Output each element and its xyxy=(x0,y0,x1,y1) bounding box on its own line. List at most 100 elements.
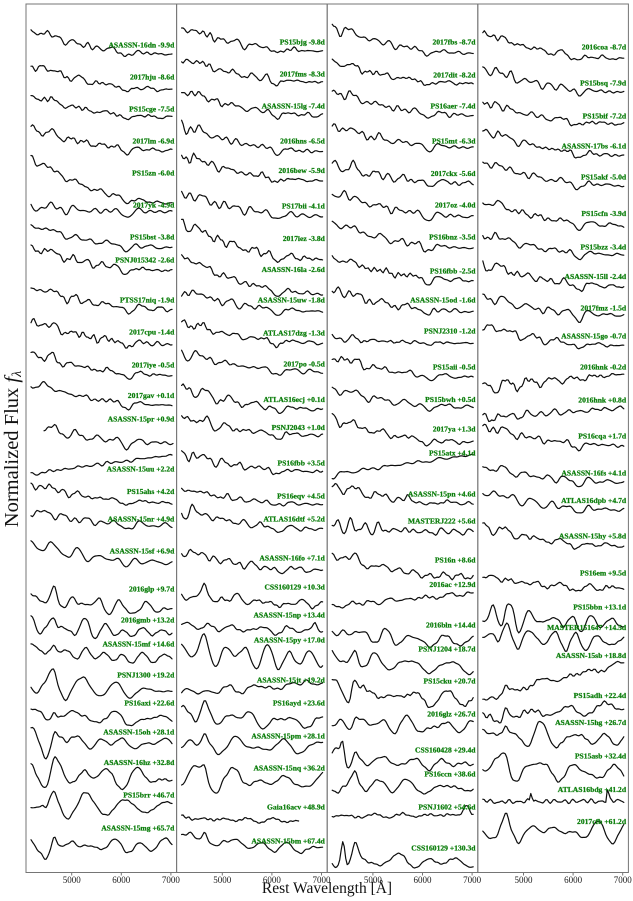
svg-text:PS15atx +4.1d: PS15atx +4.1d xyxy=(429,448,476,457)
svg-text:2017fbs -8.7d: 2017fbs -8.7d xyxy=(432,38,476,47)
svg-text:2016glp +9.7d: 2016glp +9.7d xyxy=(129,585,175,594)
svg-text:PS16ccn +38.6d: PS16ccn +38.6d xyxy=(424,770,476,779)
svg-text:ASASSN-15jt +19.2d: ASASSN-15jt +19.2d xyxy=(257,676,326,685)
svg-text:PS17bii -4.1d: PS17bii -4.1d xyxy=(282,202,326,211)
svg-text:ASASSN-15sf +6.9d: ASASSN-15sf +6.9d xyxy=(110,546,175,555)
svg-text:PS16eqv +4.5d: PS16eqv +4.5d xyxy=(277,492,326,501)
svg-text:PS16fbb -2.5d: PS16fbb -2.5d xyxy=(430,267,476,276)
svg-text:PS16ayd +23.6d: PS16ayd +23.6d xyxy=(273,698,326,707)
svg-text:7000: 7000 xyxy=(614,875,633,885)
svg-text:PS16aer -7.4d: PS16aer -7.4d xyxy=(431,102,477,111)
svg-text:ASASSN-15pn +4.6d: ASASSN-15pn +4.6d xyxy=(408,489,476,498)
svg-text:2017cfb +61.2d: 2017cfb +61.2d xyxy=(577,817,627,826)
svg-text:PS15bbn +13.1d: PS15bbn +13.1d xyxy=(573,603,627,612)
svg-text:2017oz -4.0d: 2017oz -4.0d xyxy=(435,201,476,210)
svg-text:ASASSN-15hy +5.8d: ASASSN-15hy +5.8d xyxy=(559,532,627,541)
svg-text:ASASSN-15sb +18.8d: ASASSN-15sb +18.8d xyxy=(556,651,627,660)
svg-text:PS15akf -5.0d: PS15akf -5.0d xyxy=(581,173,627,182)
svg-text:2016hnk +0.8d: 2016hnk +0.8d xyxy=(578,396,627,405)
svg-text:ASASSN-15oh +28.1d: ASASSN-15oh +28.1d xyxy=(103,728,175,737)
svg-text:PTSS17niq -1.9d: PTSS17niq -1.9d xyxy=(120,296,175,305)
svg-text:2017fmz -1.5d: 2017fmz -1.5d xyxy=(581,304,627,313)
svg-text:PSNJ1204 +18.7d: PSNJ1204 +18.7d xyxy=(418,645,476,654)
svg-text:2017yk -4.9d: 2017yk -4.9d xyxy=(133,201,175,210)
svg-text:2017lm -6.9d: 2017lm -6.9d xyxy=(133,137,176,146)
svg-text:ASASSN-16fo +7.1d: ASASSN-16fo +7.1d xyxy=(259,554,325,563)
svg-text:MASTER151647 +14.5d: MASTER151647 +14.5d xyxy=(547,623,627,632)
svg-text:PS16em +9.5d: PS16em +9.5d xyxy=(580,569,627,578)
svg-text:PS15bwh +0.5d: PS15bwh +0.5d xyxy=(425,395,476,404)
svg-text:ASASSN-15ll -2.4d: ASASSN-15ll -2.4d xyxy=(564,272,626,281)
svg-text:PS15bsq -7.9d: PS15bsq -7.9d xyxy=(580,78,627,87)
svg-text:PSNJ2043 +1.0d: PSNJ2043 +1.0d xyxy=(272,423,326,432)
svg-text:ATLAS16bdg +41.2d: ATLAS16bdg +41.2d xyxy=(558,785,627,794)
svg-text:PSNJ1602 +54.6d: PSNJ1602 +54.6d xyxy=(418,803,476,812)
svg-text:PS15bst -3.8d: PS15bst -3.8d xyxy=(130,233,175,242)
svg-text:PS16fbb +3.5d: PS16fbb +3.5d xyxy=(278,459,326,468)
svg-text:6000: 6000 xyxy=(263,875,282,885)
svg-text:2017hju -8.6d: 2017hju -8.6d xyxy=(130,73,175,82)
svg-text:ASASSN-15lg -7.4d: ASASSN-15lg -7.4d xyxy=(262,102,326,111)
svg-text:ASASSN-15nq +36.2d: ASASSN-15nq +36.2d xyxy=(253,763,325,772)
svg-text:ASASSN-15py +17.0d: ASASSN-15py +17.0d xyxy=(254,636,326,645)
svg-text:7000: 7000 xyxy=(162,875,181,885)
svg-text:2017iye -0.5d: 2017iye -0.5d xyxy=(132,361,175,370)
svg-text:2017fms -8.3d: 2017fms -8.3d xyxy=(280,70,326,79)
svg-text:6000: 6000 xyxy=(564,875,583,885)
svg-text:PSNJ015342 -2.6d: PSNJ015342 -2.6d xyxy=(115,256,175,265)
svg-text:5000: 5000 xyxy=(63,875,82,885)
svg-text:PS15bjg -9.8d: PS15bjg -9.8d xyxy=(280,38,326,47)
svg-text:5000: 5000 xyxy=(515,875,534,885)
svg-text:ASASSN-15go -0.7d: ASASSN-15go -0.7d xyxy=(561,332,627,341)
svg-text:2016gmb +13.2d: 2016gmb +13.2d xyxy=(121,616,175,625)
svg-text:PS15zn -6.0d: PS15zn -6.0d xyxy=(132,169,175,178)
svg-text:5000: 5000 xyxy=(213,875,232,885)
svg-text:ATLAS17dzg -1.3d: ATLAS17dzg -1.3d xyxy=(263,329,326,338)
svg-text:Rest Wavelength [Å]: Rest Wavelength [Å] xyxy=(262,880,392,897)
svg-text:PS15ahs +4.2d: PS15ahs +4.2d xyxy=(127,487,175,496)
svg-text:Normalized Flux fλ: Normalized Flux fλ xyxy=(1,371,25,527)
svg-text:2016hns -6.5d: 2016hns -6.5d xyxy=(280,137,326,146)
svg-text:2017dit -8.2d: 2017dit -8.2d xyxy=(433,71,476,80)
svg-text:PS15bzz -3.4d: PS15bzz -3.4d xyxy=(581,243,627,252)
svg-text:2017iez -3.8d: 2017iez -3.8d xyxy=(283,234,326,243)
svg-text:ASASSN-15mg +65.7d: ASASSN-15mg +65.7d xyxy=(101,823,175,832)
svg-text:2016bew -5.9d: 2016bew -5.9d xyxy=(278,166,325,175)
svg-text:PS15cku +20.7d: PS15cku +20.7d xyxy=(423,677,476,686)
svg-text:PS15asb +32.4d: PS15asb +32.4d xyxy=(575,751,627,760)
svg-text:PS15bif -7.2d: PS15bif -7.2d xyxy=(583,112,627,121)
svg-text:ASASSN-15nr +4.9d: ASASSN-15nr +4.9d xyxy=(108,514,175,523)
svg-text:PS16axi +22.6d: PS16axi +22.6d xyxy=(124,699,175,708)
svg-text:ASASSN-15uw -1.8d: ASASSN-15uw -1.8d xyxy=(258,296,326,305)
svg-text:PS15adh +22.4d: PS15adh +22.4d xyxy=(574,691,627,700)
svg-text:2016hnk -0.2d: 2016hnk -0.2d xyxy=(580,363,627,372)
svg-text:PS15aii -0.5d: PS15aii -0.5d xyxy=(433,363,476,372)
svg-text:ASASSN-15uu +2.2d: ASASSN-15uu +2.2d xyxy=(107,464,175,473)
svg-text:2017cpu -1.4d: 2017cpu -1.4d xyxy=(129,328,175,337)
svg-text:ASASSN-15od -1.6d: ASASSN-15od -1.6d xyxy=(410,296,476,305)
svg-text:2016bln +14.4d: 2016bln +14.4d xyxy=(426,621,476,630)
svg-text:ASASSN-17bs -6.1d: ASASSN-17bs -6.1d xyxy=(562,142,627,151)
svg-text:PS16n +8.6d: PS16n +8.6d xyxy=(435,556,476,565)
svg-text:6000: 6000 xyxy=(414,875,433,885)
svg-text:PSNJ1300 +19.2d: PSNJ1300 +19.2d xyxy=(117,671,175,680)
svg-text:ASASSN-15pr +0.9d: ASASSN-15pr +0.9d xyxy=(108,415,175,424)
svg-text:ASASSN-16fs +4.1d: ASASSN-16fs +4.1d xyxy=(561,468,626,477)
svg-text:PS15brr +46.7d: PS15brr +46.7d xyxy=(123,791,175,800)
svg-text:PS15mt -6.3d: PS15mt -6.3d xyxy=(432,137,476,146)
svg-text:ATLAS16dpb +4.7d: ATLAS16dpb +4.7d xyxy=(561,496,627,505)
svg-text:CSS160129 +130.3d: CSS160129 +130.3d xyxy=(411,844,476,853)
svg-text:2017po -0.5d: 2017po -0.5d xyxy=(284,360,326,369)
svg-text:2017ckx -5.6d: 2017ckx -5.6d xyxy=(431,169,476,178)
svg-text:2016ac +12.9d: 2016ac +12.9d xyxy=(429,580,476,589)
svg-text:PS16bnz -3.5d: PS16bnz -3.5d xyxy=(429,233,476,242)
svg-text:Gaia16acv +48.9d: Gaia16acv +48.9d xyxy=(267,803,326,812)
svg-text:5000: 5000 xyxy=(364,875,383,885)
svg-text:ATLAS16ecj +0.1d: ATLAS16ecj +0.1d xyxy=(263,395,325,404)
svg-text:CSS160428 +29.4d: CSS160428 +29.4d xyxy=(415,746,476,755)
svg-text:7000: 7000 xyxy=(463,875,482,885)
svg-text:PSNJ2310 -1.2d: PSNJ2310 -1.2d xyxy=(424,327,476,336)
svg-text:7000: 7000 xyxy=(313,875,332,885)
svg-text:PS16cqa +1.7d: PS16cqa +1.7d xyxy=(578,431,627,440)
svg-text:PS15cge -7.5d: PS15cge -7.5d xyxy=(129,105,175,114)
